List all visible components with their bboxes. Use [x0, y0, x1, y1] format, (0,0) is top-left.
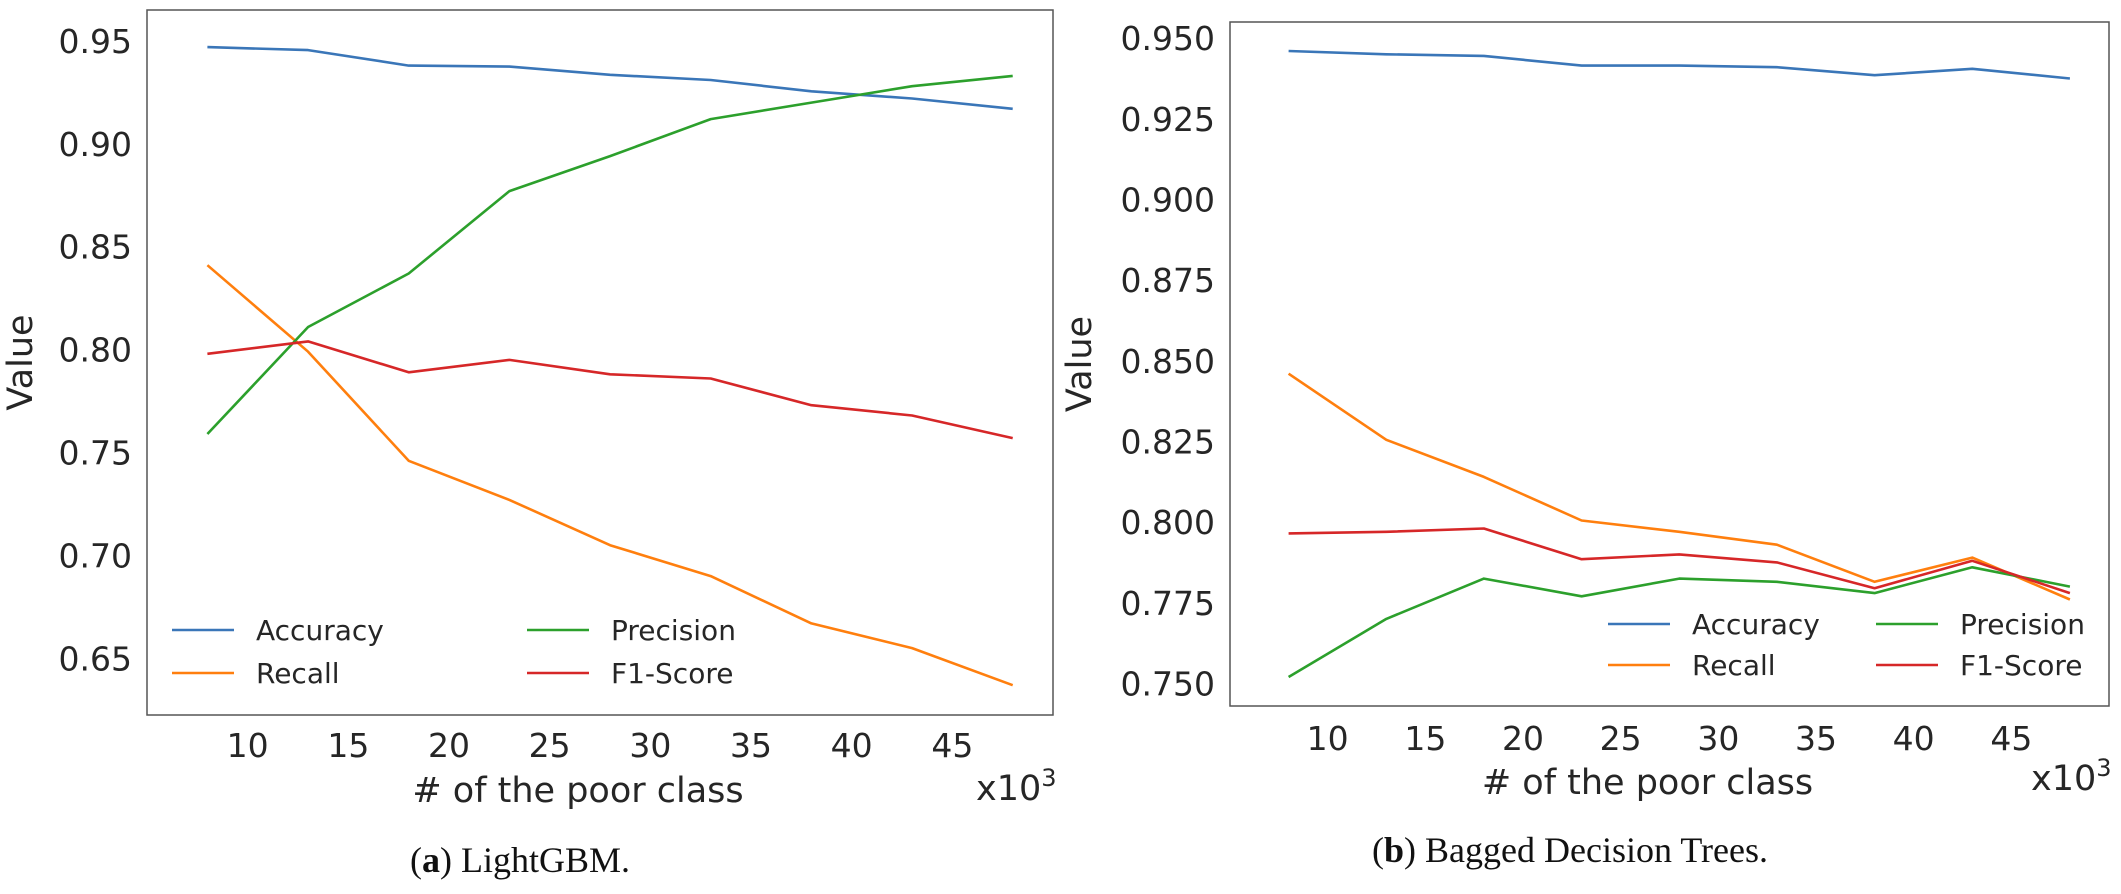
legend-label: Recall [1692, 649, 1776, 682]
caption-label: a [422, 840, 440, 880]
x-tick-label: 35 [730, 726, 772, 765]
caption-text: Bagged Decision Trees. [1416, 830, 1768, 870]
y-tick-label: 0.80 [59, 331, 132, 370]
x-tick-label: 20 [1502, 719, 1544, 758]
y-tick-label: 0.85 [59, 228, 132, 267]
x-tick-label: 10 [1307, 719, 1349, 758]
caption-label: b [1384, 830, 1404, 870]
y-tick-label: 0.825 [1121, 422, 1215, 461]
series-line-accuracy [1288, 49, 2071, 80]
series-line-accuracy [207, 45, 1013, 111]
y-tick-label: 0.90 [59, 125, 132, 164]
plot-frame [1229, 21, 2110, 707]
x-axis-label: # of the poor class [1482, 763, 1813, 803]
legend-label: F1-Score [1960, 649, 2082, 682]
chart-bagged-decision-trees: 0.750 0.775 0.800 0.825 0.850 0.875 0.900 0.925… [1060, 19, 2112, 870]
x-tick-label: 10 [227, 726, 269, 765]
y-tick-label: 0.775 [1121, 584, 1215, 623]
x-tick-label: 40 [831, 726, 873, 765]
y-tick-label: 0.800 [1121, 503, 1215, 542]
figure-caption: (b) Bagged Decision Trees. [1372, 830, 1768, 870]
caption-paren: ) [440, 840, 452, 880]
legend: Accuracy Recall Precision F1-Score [1608, 608, 2085, 682]
caption-paren: ( [1372, 830, 1384, 870]
x-multiplier-exponent: 3 [2096, 754, 2111, 782]
legend-label: F1-Score [611, 657, 733, 690]
x-multiplier-base: x10 [2031, 759, 2096, 799]
series-line-recall [1287, 372, 2071, 601]
series-line-f1-score [207, 340, 1013, 440]
x-tick-label: 25 [529, 726, 571, 765]
x-multiplier-exponent: 3 [1041, 764, 1056, 792]
y-axis-label: Value [1060, 316, 1100, 412]
y-tick-label: 0.875 [1121, 261, 1215, 300]
x-tick-label: 45 [1990, 719, 2032, 758]
legend-label: Accuracy [256, 614, 384, 647]
y-tick-label: 0.950 [1121, 19, 1215, 58]
x-multiplier-label: x103 [2031, 754, 2112, 799]
y-tick-label: 0.925 [1121, 100, 1215, 139]
x-tick-label: 30 [629, 726, 671, 765]
x-tick-label: 15 [1404, 719, 1446, 758]
x-axis-label: # of the poor class [412, 771, 743, 811]
x-tick-label: 45 [931, 726, 973, 765]
legend-label: Precision [1960, 608, 2085, 641]
x-tick-label: 15 [327, 726, 369, 765]
series-line-recall [206, 264, 1014, 687]
chart-lightgbm: 0.65 0.70 0.75 0.80 0.85 0.90 0.95 10 15 20 25 30 35… [1, 9, 1057, 880]
x-tick-label: 30 [1697, 719, 1739, 758]
x-tick-label: 25 [1600, 719, 1642, 758]
caption-paren: ( [410, 840, 422, 880]
caption-paren: ) [1404, 830, 1416, 870]
legend-label: Precision [611, 614, 736, 647]
y-tick-label: 0.900 [1121, 180, 1215, 219]
y-tick-label: 0.70 [59, 536, 132, 575]
x-tick-label: 20 [428, 726, 470, 765]
x-tick-label: 40 [1893, 719, 1935, 758]
y-tick-label: 0.95 [59, 22, 132, 61]
series-line-precision [1287, 565, 2071, 679]
x-tick-label: 35 [1795, 719, 1837, 758]
legend: Accuracy Recall Precision F1-Score [172, 614, 736, 690]
legend-label: Recall [256, 657, 340, 690]
y-tick-label: 0.75 [59, 434, 132, 473]
y-axis-label: Value [1, 314, 41, 410]
x-multiplier-label: x103 [976, 764, 1057, 809]
legend-label: Accuracy [1692, 608, 1820, 641]
y-tick-label: 0.65 [59, 639, 132, 678]
y-tick-label: 0.750 [1121, 664, 1215, 703]
caption-text: LightGBM. [452, 840, 630, 880]
figure-caption: (a) LightGBM. [410, 840, 630, 880]
x-multiplier-base: x10 [976, 769, 1041, 809]
y-tick-label: 0.850 [1121, 342, 1215, 381]
series-line-precision [206, 74, 1013, 435]
series-line-f1-score [1288, 527, 2071, 595]
plot-frame [146, 9, 1054, 716]
